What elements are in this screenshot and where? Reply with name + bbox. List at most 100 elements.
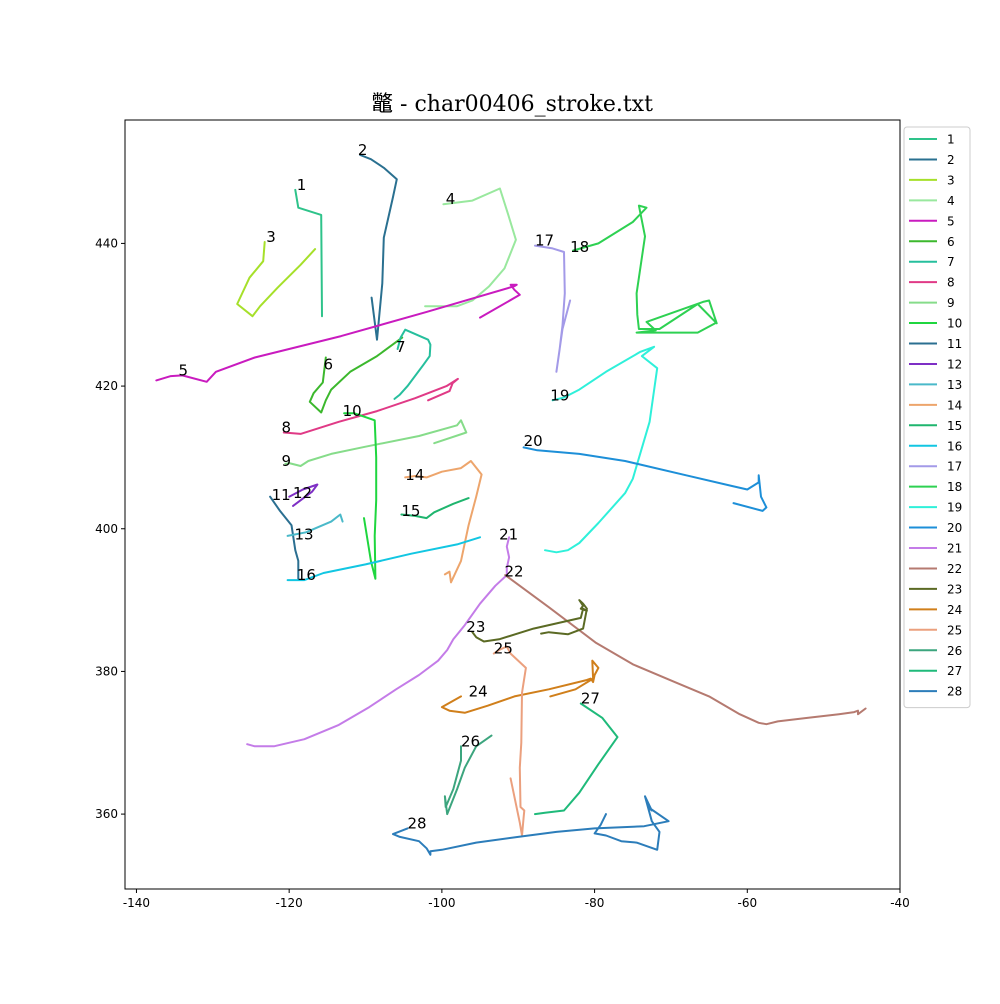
stroke-line-13 — [286, 513, 344, 537]
stroke-label-28: 28 — [408, 814, 427, 832]
legend: 1234567891011121314151617181920212223242… — [903, 126, 971, 709]
y-tick-label: 440 — [95, 236, 118, 250]
y-tick-label: 420 — [95, 379, 118, 393]
stroke-label-7: 7 — [396, 338, 406, 356]
y-tick-label: 400 — [95, 522, 118, 536]
legend-label-14: 14 — [947, 398, 962, 412]
x-tick-label: -60 — [737, 896, 757, 910]
x-tick-label: -40 — [890, 896, 910, 910]
stroke-label-15: 15 — [401, 502, 420, 520]
stroke-label-12: 12 — [293, 484, 312, 502]
y-tick-label: 360 — [95, 807, 118, 821]
plot-area — [155, 154, 867, 856]
stroke-line-14 — [404, 460, 483, 584]
stroke-line-21 — [246, 536, 511, 748]
legend-label-27: 27 — [947, 664, 962, 678]
stroke-label-17: 17 — [535, 232, 554, 250]
stroke-label-5: 5 — [178, 361, 188, 379]
stroke-line-20 — [522, 446, 768, 512]
stroke-line-6 — [308, 336, 404, 414]
legend-label-2: 2 — [947, 153, 955, 167]
stroke-label-18: 18 — [570, 238, 589, 256]
legend-label-6: 6 — [947, 235, 955, 249]
x-tick-label: -140 — [123, 896, 150, 910]
stroke-line-1 — [294, 188, 323, 318]
stroke-line-11 — [269, 495, 300, 580]
stroke-line-19 — [544, 345, 659, 554]
legend-label-10: 10 — [947, 317, 962, 331]
stroke-line-4 — [424, 187, 517, 308]
stroke-label-8: 8 — [282, 418, 292, 436]
stroke-line-25 — [492, 645, 527, 837]
legend-label-23: 23 — [947, 582, 962, 596]
x-tick-label: -100 — [428, 896, 455, 910]
stroke-line-27 — [534, 702, 619, 816]
stroke-label-25: 25 — [494, 640, 513, 658]
stroke-line-9 — [284, 419, 468, 467]
stroke-line-17 — [534, 244, 572, 373]
legend-label-22: 22 — [947, 562, 962, 576]
stroke-label-1: 1 — [297, 176, 307, 194]
axes-frame — [124, 119, 901, 890]
series-group — [155, 154, 867, 856]
legend-label-28: 28 — [947, 685, 962, 699]
stroke-line-12 — [288, 483, 319, 507]
stroke-label-26: 26 — [461, 732, 480, 750]
stroke-line-23 — [471, 599, 588, 643]
legend-label-17: 17 — [947, 460, 962, 474]
legend-label-19: 19 — [947, 501, 962, 515]
stroke-label-21: 21 — [499, 525, 518, 543]
stroke-label-6: 6 — [324, 356, 334, 374]
legend-label-24: 24 — [947, 603, 962, 617]
stroke-line-8 — [282, 377, 459, 435]
stroke-label-10: 10 — [343, 402, 362, 420]
legend-label-25: 25 — [947, 623, 962, 637]
legend-label-9: 9 — [947, 296, 955, 310]
stroke-line-24 — [440, 659, 600, 714]
legend-label-21: 21 — [947, 542, 962, 556]
stroke-line-2 — [359, 154, 398, 341]
stroke-line-10 — [343, 412, 378, 580]
stroke-label-14: 14 — [405, 466, 424, 484]
y-tick-label: 380 — [95, 664, 118, 678]
legend-box — [903, 126, 971, 709]
legend-label-3: 3 — [947, 173, 955, 187]
stroke-label-4: 4 — [446, 190, 456, 208]
chart-title: 鼈 - char00406_stroke.txt — [371, 92, 653, 117]
legend-label-20: 20 — [947, 521, 962, 535]
stroke-label-23: 23 — [466, 618, 485, 636]
stroke-label-2: 2 — [358, 141, 368, 159]
legend-label-5: 5 — [947, 214, 955, 228]
stroke-line-16 — [286, 536, 481, 582]
legend-label-4: 4 — [947, 194, 955, 208]
legend-label-12: 12 — [947, 357, 962, 371]
legend-label-7: 7 — [947, 255, 955, 269]
stroke-label-22: 22 — [504, 563, 523, 581]
legend-label-13: 13 — [947, 378, 962, 392]
legend-label-18: 18 — [947, 480, 962, 494]
stroke-label-27: 27 — [581, 690, 600, 708]
x-tick-label: -80 — [585, 896, 605, 910]
stroke-label-24: 24 — [469, 682, 488, 700]
stroke-line-26 — [443, 734, 493, 816]
stroke-line-15 — [400, 497, 470, 520]
legend-label-8: 8 — [947, 276, 955, 290]
x-tick-label: -120 — [276, 896, 303, 910]
stroke-line-28 — [392, 795, 670, 856]
stroke-label-3: 3 — [266, 228, 276, 246]
stroke-label-11: 11 — [272, 486, 291, 504]
stroke-line-3 — [236, 241, 317, 318]
stroke-line-5 — [155, 283, 521, 383]
stroke-line-18 — [572, 204, 718, 334]
legend-label-11: 11 — [947, 337, 962, 351]
stroke-label-16: 16 — [297, 566, 316, 584]
legend-label-26: 26 — [947, 644, 962, 658]
stroke-label-20: 20 — [524, 432, 543, 450]
stroke-label-9: 9 — [282, 452, 292, 470]
legend-label-1: 1 — [947, 133, 955, 147]
stroke-line-7 — [393, 328, 432, 400]
